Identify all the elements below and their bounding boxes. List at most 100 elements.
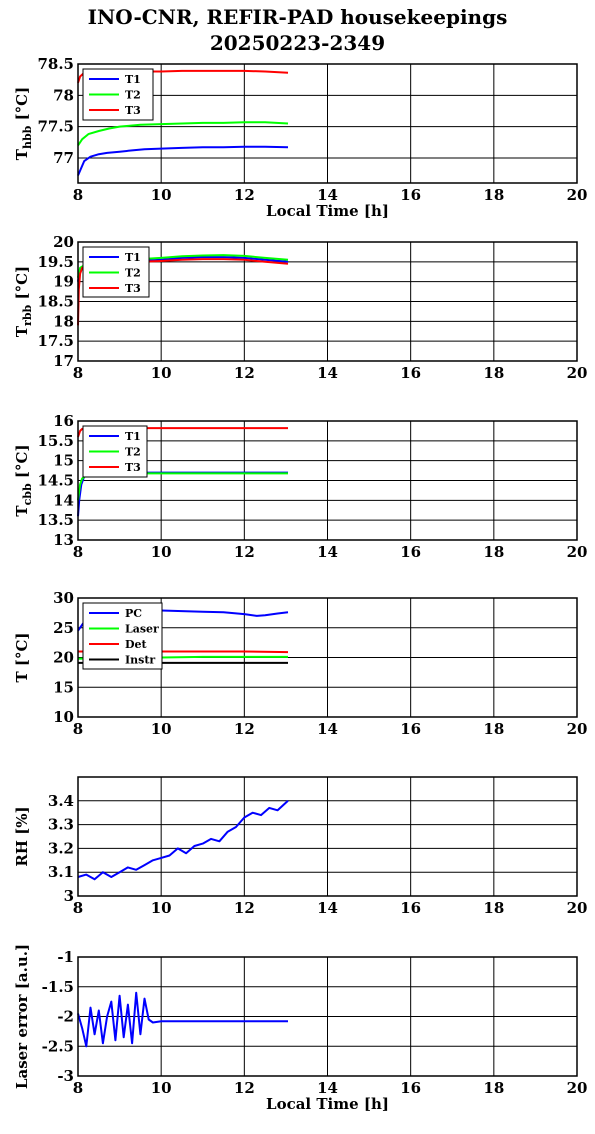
y-tick-label: 19 <box>53 273 74 291</box>
x-tick-label: 10 <box>151 364 172 382</box>
legend-label: T2 <box>125 267 141 280</box>
y-axis-label: T [°C] <box>13 632 31 682</box>
y-axis-label-main: T <box>13 148 31 160</box>
plot-frame <box>77 241 578 362</box>
y-tick-label: 10 <box>53 708 74 726</box>
y-tick-label: 15 <box>53 452 74 470</box>
y-axis-label-main: T <box>13 505 31 517</box>
t2-line <box>77 121 289 146</box>
legend: T1 T2 T3 <box>82 425 148 478</box>
x-tick-label: 14 <box>317 899 338 917</box>
legend-label: T2 <box>125 446 141 459</box>
x-tick-label: 12 <box>234 364 255 382</box>
y-axis-label-subscript: hbb <box>21 125 34 149</box>
plot-frame <box>77 63 578 184</box>
x-tick-label: 18 <box>483 364 504 382</box>
x-tick-label: 8 <box>73 186 83 204</box>
y-axis-label: Laser error [a.u.] <box>13 944 31 1089</box>
y-axis-label-main: Laser error [a.u.] <box>13 944 31 1089</box>
y-tick-label: 17 <box>53 352 74 370</box>
plot-frame <box>77 956 578 1077</box>
y-tick-label: -3 <box>57 1067 74 1085</box>
y-axis-label: Tcbb [°C] <box>13 444 34 516</box>
x-tick-label: 12 <box>234 720 255 738</box>
y-tick-label: -2.5 <box>42 1037 74 1055</box>
t1-line <box>77 145 289 176</box>
x-tick-label: 10 <box>151 543 172 561</box>
x-tick-label: 16 <box>400 186 421 204</box>
y-axis-label: Trbb [°C] <box>13 266 34 337</box>
figure-title: INO-CNR, REFIR-PAD housekeepings <box>87 5 508 29</box>
legend-label: T3 <box>125 461 141 474</box>
y-tick-label: 3.1 <box>48 863 74 881</box>
figure-title-block: INO-CNR, REFIR-PAD housekeepings 2025022… <box>0 4 595 56</box>
legend: T1 T2 T3 <box>82 246 150 298</box>
y-tick-label: 78.5 <box>37 55 74 73</box>
x-tick-label: 12 <box>234 1079 255 1097</box>
x-tick-label: 20 <box>567 1079 588 1097</box>
plot-frame <box>77 597 578 718</box>
legend-label: T1 <box>125 430 141 443</box>
x-tick-label: 20 <box>567 364 588 382</box>
y-axis-label-main: T [°C] <box>13 632 31 682</box>
y-axis-label-main: T <box>13 325 31 337</box>
x-tick-label: 16 <box>400 899 421 917</box>
legend: T1 T2 T3 <box>82 68 154 121</box>
x-tick-label: 10 <box>151 186 172 204</box>
legend-label: T3 <box>125 104 141 117</box>
x-tick-label: 16 <box>400 1079 421 1097</box>
y-tick-label: 15.5 <box>37 432 74 450</box>
y-tick-label: 3.2 <box>48 839 74 857</box>
y-tick-label: 3 <box>64 887 74 905</box>
x-tick-label: 20 <box>567 543 588 561</box>
y-tick-label: 3.4 <box>48 792 74 810</box>
x-tick-label: 18 <box>483 1079 504 1097</box>
x-tick-label: 18 <box>483 186 504 204</box>
y-tick-label: 13 <box>53 531 74 549</box>
x-tick-label: 12 <box>234 543 255 561</box>
x-tick-label: 20 <box>567 899 588 917</box>
x-tick-label: 14 <box>317 1079 338 1097</box>
x-tick-label: 18 <box>483 899 504 917</box>
figure-subtitle: 20250223-2349 <box>209 31 386 55</box>
t1-line <box>77 471 288 517</box>
legend-label: Instr <box>125 654 155 667</box>
plot-frame <box>77 776 578 897</box>
x-tick-label: 14 <box>317 720 338 738</box>
y-axis-label-unit: [°C] <box>13 87 31 126</box>
y-axis-label-unit: [°C] <box>13 444 31 483</box>
y-tick-label: 18.5 <box>37 293 74 311</box>
x-tick-label: 18 <box>483 543 504 561</box>
y-tick-label: 14.5 <box>37 472 74 490</box>
y-axis-label: RH [%] <box>13 806 31 866</box>
y-tick-label: 77.5 <box>37 118 74 136</box>
y-tick-label: 78 <box>53 86 74 104</box>
y-axis-label-unit: [°C] <box>13 266 31 305</box>
x-axis-label: Local Time [h] <box>266 202 389 220</box>
x-tick-label: 8 <box>73 1079 83 1097</box>
x-tick-label: 8 <box>73 899 83 917</box>
legend-label: T2 <box>125 89 141 102</box>
y-tick-label: -1.5 <box>42 978 74 996</box>
y-tick-label: 16 <box>53 412 74 430</box>
y-tick-label: 18 <box>53 312 74 330</box>
y-tick-label: -2 <box>57 1008 74 1026</box>
y-tick-label: 17.5 <box>37 332 74 350</box>
plot-frame <box>77 420 578 541</box>
legend-label: T1 <box>125 73 141 86</box>
y-tick-label: 19.5 <box>37 253 74 271</box>
x-tick-label: 8 <box>73 543 83 561</box>
chart-panel-6: 8 10 12 14 16 18 20 -3 -2.5 -2 -1.5 -1 Laser error [… <box>13 944 587 1113</box>
y-axis-label-subscript: rbb <box>21 304 34 325</box>
x-tick-label: 20 <box>567 186 588 204</box>
x-tick-label: 16 <box>400 720 421 738</box>
x-tick-label: 12 <box>234 186 255 204</box>
x-tick-label: 8 <box>73 364 83 382</box>
x-tick-label: 18 <box>483 720 504 738</box>
y-axis-label-main: RH [%] <box>13 806 31 866</box>
x-tick-label: 16 <box>400 364 421 382</box>
legend-label: Det <box>125 638 148 651</box>
